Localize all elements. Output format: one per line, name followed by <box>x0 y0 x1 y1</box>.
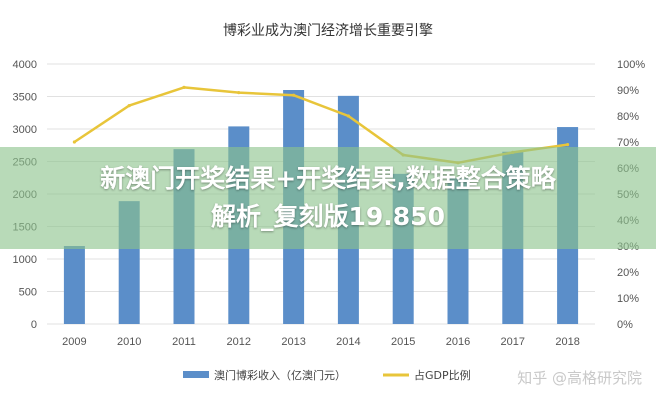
y-left-tick-label: 3000 <box>13 124 37 136</box>
x-tick-label: 2014 <box>336 336 360 348</box>
x-tick-label: 2018 <box>555 336 579 348</box>
legend-label-line: 占GDP比例 <box>414 368 471 382</box>
x-tick-label: 2011 <box>172 336 196 348</box>
line-point <box>237 91 241 95</box>
line-point <box>72 140 76 144</box>
x-tick-label: 2015 <box>391 336 415 348</box>
line-point <box>292 93 296 97</box>
legend-swatch-bar <box>183 371 209 378</box>
overlay-text: 新澳门开奖结果+开奖结果,数据整合策略 解析_复刻版19.850 <box>0 160 656 236</box>
watermark-text: 知乎 @高格研究院 <box>517 369 642 387</box>
y-right-tick-label: 80% <box>617 111 639 123</box>
y-right-tick-label: 10% <box>617 293 639 305</box>
overlay-line-1: 新澳门开奖结果+开奖结果,数据整合策略 <box>100 164 556 193</box>
bar <box>63 246 85 324</box>
x-tick-label: 2016 <box>446 336 470 348</box>
x-tick-label: 2017 <box>501 336 525 348</box>
line-point <box>182 85 186 89</box>
x-tick-label: 2013 <box>281 336 305 348</box>
y-left-tick-label: 0 <box>31 319 37 331</box>
line-point <box>127 104 131 108</box>
legend-label-bar: 澳门博彩收入（亿澳门元） <box>214 368 346 382</box>
x-tick-label: 2009 <box>62 336 86 348</box>
y-right-tick-label: 90% <box>617 85 639 97</box>
y-left-tick-label: 1000 <box>13 254 37 266</box>
chart-title: 博彩业成为澳门经济增长重要引擎 <box>223 22 433 39</box>
y-left-tick-label: 4000 <box>13 59 37 71</box>
y-left-tick-label: 500 <box>19 287 37 299</box>
y-right-tick-label: 0% <box>617 319 633 331</box>
y-left-tick-label: 3500 <box>13 92 37 104</box>
x-tick-label: 2010 <box>117 336 141 348</box>
y-right-tick-label: 100% <box>617 59 645 71</box>
overlay-line-2: 解析_复刻版19.850 <box>211 202 445 231</box>
y-right-tick-label: 70% <box>617 137 639 149</box>
x-tick-label: 2012 <box>227 336 251 348</box>
line-point <box>566 143 570 147</box>
y-right-tick-label: 20% <box>617 267 639 279</box>
overlay-banner <box>0 147 656 249</box>
line-point <box>346 114 350 118</box>
